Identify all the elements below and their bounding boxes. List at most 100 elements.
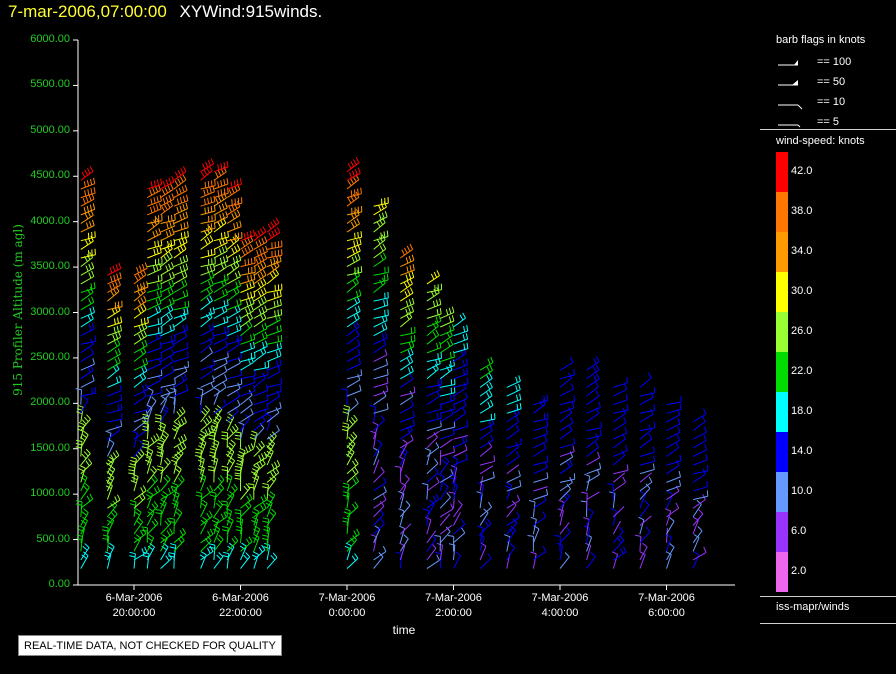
wind-barb-feather bbox=[167, 185, 171, 192]
wind-barb-shaft bbox=[506, 413, 520, 423]
wind-barb-feather bbox=[260, 440, 265, 447]
wind-barb-shaft bbox=[147, 245, 162, 250]
wind-profile bbox=[75, 165, 96, 569]
wind-barb-shaft bbox=[213, 171, 227, 181]
wind-barb-shaft bbox=[213, 519, 219, 535]
title-product: XYWind:915winds. bbox=[179, 2, 323, 21]
wind-barb-shaft bbox=[147, 490, 160, 501]
wind-barb-feather bbox=[353, 189, 356, 196]
wind-barb-feather bbox=[239, 315, 242, 322]
wind-barb-feather bbox=[75, 388, 82, 391]
wind-barb-feather bbox=[245, 552, 251, 558]
wind-barb-feather bbox=[249, 282, 252, 289]
wind-barb-feather bbox=[434, 320, 439, 327]
wind-barb-feather bbox=[157, 283, 159, 290]
wind-barb-shaft bbox=[479, 558, 492, 569]
wind-barb-feather bbox=[262, 226, 267, 232]
wind-barb-shaft bbox=[200, 520, 208, 535]
wind-barb-feather bbox=[430, 273, 435, 280]
wind-barb-feather bbox=[401, 249, 405, 256]
wind-barb-feather bbox=[106, 482, 113, 486]
wind-barb-shaft bbox=[213, 321, 229, 328]
wind-barb-feather bbox=[183, 308, 186, 315]
wind-barb-feather bbox=[642, 542, 648, 548]
wind-barb-shaft bbox=[612, 510, 617, 526]
wind-barb-feather bbox=[241, 249, 246, 256]
wind-barb-shaft bbox=[147, 220, 163, 224]
wind-barb-feather bbox=[223, 511, 227, 518]
wind-barb-feather bbox=[437, 413, 439, 420]
wind-barb-feather bbox=[276, 256, 279, 263]
wind-barb-shaft bbox=[173, 519, 175, 535]
wind-barb-feather bbox=[273, 292, 276, 299]
wind-barb-feather bbox=[449, 395, 452, 402]
wind-barb-feather bbox=[353, 323, 357, 329]
barb-flag-pennant bbox=[792, 80, 798, 85]
wind-barb-feather bbox=[207, 223, 210, 231]
wind-barb-shaft bbox=[173, 248, 187, 259]
wind-barb-shaft bbox=[373, 505, 385, 518]
wind-barb-feather bbox=[354, 232, 356, 239]
wind-barb-feather bbox=[436, 299, 439, 306]
wind-barb-shaft bbox=[426, 559, 440, 570]
wind-barb-shaft bbox=[200, 269, 215, 276]
wind-barb-shaft bbox=[666, 554, 672, 569]
wind-barb-shaft bbox=[586, 361, 600, 371]
wind-barb-shaft bbox=[533, 433, 548, 440]
wind-barb-shaft bbox=[479, 465, 494, 475]
wind-barb-feather bbox=[263, 287, 267, 294]
wind-barb-feather bbox=[261, 333, 265, 340]
wind-barb-feather bbox=[696, 500, 702, 505]
wind-barb-shaft bbox=[133, 512, 142, 526]
wind-barb-feather bbox=[227, 416, 233, 421]
wind-barb-feather bbox=[215, 407, 221, 413]
wind-barb-feather bbox=[172, 271, 175, 278]
legend-divider bbox=[760, 129, 896, 130]
wind-barb-shaft bbox=[200, 409, 211, 423]
y-tick-label: 3500.00 bbox=[30, 260, 70, 273]
wind-barb-feather bbox=[140, 318, 143, 325]
wind-barb-feather bbox=[128, 465, 135, 468]
wind-barb-shaft bbox=[613, 413, 626, 423]
wind-barb-feather bbox=[568, 424, 573, 431]
wind-barb-shaft bbox=[147, 287, 162, 293]
wind-barb-feather bbox=[102, 526, 109, 529]
wind-barb-feather bbox=[270, 221, 275, 228]
wind-barb-feather bbox=[119, 324, 122, 331]
wind-barb-feather bbox=[137, 451, 143, 457]
wind-barb-feather bbox=[269, 273, 275, 279]
wind-barb-shaft bbox=[226, 520, 234, 535]
wind-barb-shaft bbox=[80, 434, 89, 449]
wind-barb-shaft bbox=[559, 488, 571, 500]
wind-barb-shaft bbox=[146, 546, 155, 561]
wind-barb-feather bbox=[230, 181, 233, 188]
wind-barb-shaft bbox=[147, 357, 163, 363]
wind-barb-shaft bbox=[586, 537, 593, 552]
wind-barb-shaft bbox=[453, 435, 469, 440]
wind-barb-shaft bbox=[253, 519, 259, 535]
wind-barb-feather bbox=[115, 264, 119, 271]
wind-barb-feather bbox=[177, 508, 183, 514]
wind-barb-feather bbox=[135, 453, 141, 460]
wind-barb-feather bbox=[106, 471, 112, 476]
wind-barb-feather bbox=[264, 305, 268, 312]
wind-barb-feather bbox=[280, 308, 283, 315]
wind-barb-shaft bbox=[240, 296, 255, 302]
wind-barb-feather bbox=[181, 272, 185, 279]
wind-barb-feather bbox=[678, 479, 682, 486]
wind-profile bbox=[341, 157, 363, 569]
wind-barb-feather bbox=[487, 501, 493, 508]
wind-barb-feather bbox=[112, 282, 116, 289]
wind-barb-feather bbox=[249, 398, 253, 405]
wind-barb-feather bbox=[596, 373, 600, 380]
wind-barb-feather bbox=[435, 329, 440, 336]
wind-barb-feather bbox=[252, 551, 259, 555]
wind-barb-feather bbox=[225, 255, 229, 262]
wind-barb-feather bbox=[209, 454, 216, 458]
wind-barb-feather bbox=[595, 441, 599, 448]
y-tick-label: 5000.00 bbox=[30, 123, 70, 136]
wind-barb-feather bbox=[247, 292, 249, 299]
wind-barb-shaft bbox=[147, 252, 162, 259]
wind-barb-shaft bbox=[439, 450, 442, 466]
wind-barb-shaft bbox=[240, 541, 253, 552]
